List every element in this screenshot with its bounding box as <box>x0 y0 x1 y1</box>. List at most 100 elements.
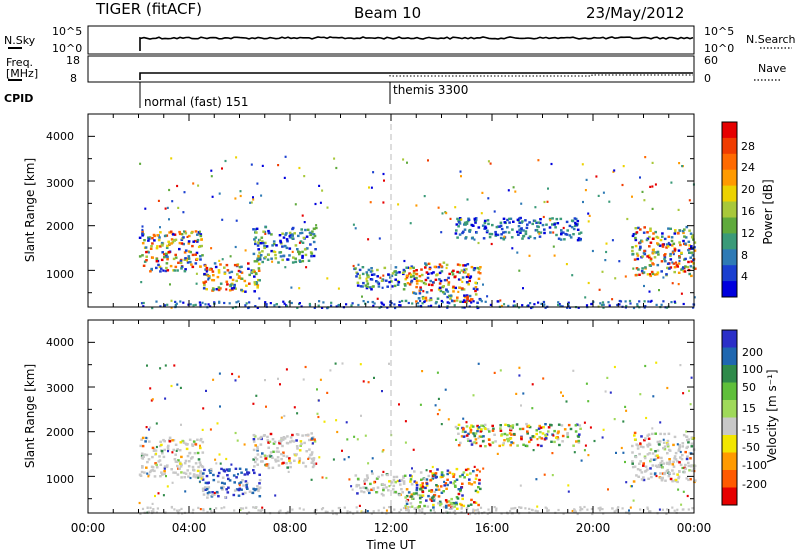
echo-cell <box>237 488 241 492</box>
noise-cell <box>605 250 608 254</box>
echo-cell <box>508 221 511 224</box>
echo-cell <box>276 447 279 450</box>
echo-cell <box>198 461 202 464</box>
echo-cell <box>161 473 164 476</box>
noise-cell <box>296 412 299 415</box>
echo-cell <box>140 456 144 459</box>
echo-cell <box>412 269 416 273</box>
echo-cell <box>471 425 475 428</box>
echo-cell <box>694 267 697 270</box>
echo-cell <box>466 299 469 302</box>
echo-cell <box>466 263 470 266</box>
echo-cell <box>474 489 478 493</box>
near-range-cell <box>173 508 176 511</box>
noise-cell <box>145 426 148 429</box>
noise-cell <box>157 199 160 202</box>
echo-cell <box>256 449 259 452</box>
velocity-heatmap <box>138 361 697 516</box>
echo-cell <box>164 269 168 273</box>
echo-cell <box>651 252 655 255</box>
noise-cell <box>591 249 594 253</box>
echo-cell <box>473 434 477 438</box>
echo-cell <box>548 226 552 229</box>
noise-cell <box>584 296 587 299</box>
echo-cell <box>681 267 684 270</box>
echo-cell <box>537 221 540 224</box>
echo-cell <box>299 444 302 447</box>
echo-cell <box>407 491 411 494</box>
noise-cell <box>150 399 153 402</box>
echo-cell <box>406 282 410 285</box>
noise-cell <box>183 191 186 194</box>
echo-cell <box>194 230 198 233</box>
echo-cell <box>387 489 390 492</box>
noise-cell <box>406 161 408 164</box>
noise-cell <box>398 403 400 406</box>
echo-cell <box>672 262 676 265</box>
echo-cell <box>664 479 667 482</box>
echo-cell <box>689 457 692 460</box>
echo-cell <box>207 486 211 489</box>
near-range-cell <box>557 508 560 512</box>
echo-cell <box>375 280 378 283</box>
echo-cell <box>681 229 685 233</box>
noise-cell <box>280 416 283 419</box>
noise-cell <box>285 368 288 371</box>
echo-cell <box>688 272 691 276</box>
echo-cell <box>687 438 691 441</box>
echo-cell <box>151 469 154 472</box>
noise-cell <box>341 362 344 365</box>
echo-cell <box>211 491 214 494</box>
near-range-cell <box>201 301 204 304</box>
near-range-cell <box>241 507 245 510</box>
noise-cell <box>145 436 148 439</box>
echo-cell <box>412 291 416 295</box>
near-range-cell <box>151 307 154 310</box>
near-range-cell <box>495 509 498 512</box>
noise-cell <box>403 259 406 263</box>
noise-cell <box>360 414 362 417</box>
near-range-cell <box>413 507 416 510</box>
echo-cell <box>233 283 236 287</box>
near-range-cell <box>324 510 327 513</box>
echo-cell <box>415 492 418 495</box>
noise-cell <box>397 203 400 206</box>
echo-cell <box>633 438 637 441</box>
echo-cell <box>408 272 411 275</box>
echo-cell <box>501 443 505 447</box>
xtick-0400: 04:00 <box>172 521 207 535</box>
echo-cell <box>256 463 259 466</box>
echo-cell <box>383 483 386 487</box>
noise-cell <box>366 510 369 513</box>
near-range-cell <box>198 301 201 304</box>
echo-cell <box>533 435 536 439</box>
near-range-cell <box>597 507 600 510</box>
echo-cell <box>659 461 662 465</box>
echo-cell <box>661 472 665 475</box>
noise-cell <box>624 405 627 408</box>
echo-cell <box>634 274 638 277</box>
noise-cell <box>168 188 171 192</box>
echo-cell <box>692 258 695 262</box>
noise-cell <box>310 478 313 481</box>
echo-cell <box>188 460 191 463</box>
echo-cell <box>651 248 655 252</box>
echo-cell <box>677 449 681 452</box>
echo-cell <box>141 232 144 235</box>
echo-cell <box>307 433 310 437</box>
echo-cell <box>189 260 192 264</box>
noise-cell <box>210 247 213 250</box>
echo-cell <box>425 499 428 502</box>
echo-cell <box>355 275 358 278</box>
echo-cell <box>390 274 394 278</box>
echo-cell <box>183 230 187 233</box>
echo-cell <box>555 436 558 439</box>
echo-cell <box>446 483 449 487</box>
near-range-cell <box>608 304 611 307</box>
echo-cell <box>669 227 672 230</box>
noise-cell <box>202 407 205 410</box>
echo-cell <box>430 272 434 275</box>
noise-cell <box>644 364 647 368</box>
near-range-cell <box>418 508 421 511</box>
echo-cell <box>651 452 655 455</box>
